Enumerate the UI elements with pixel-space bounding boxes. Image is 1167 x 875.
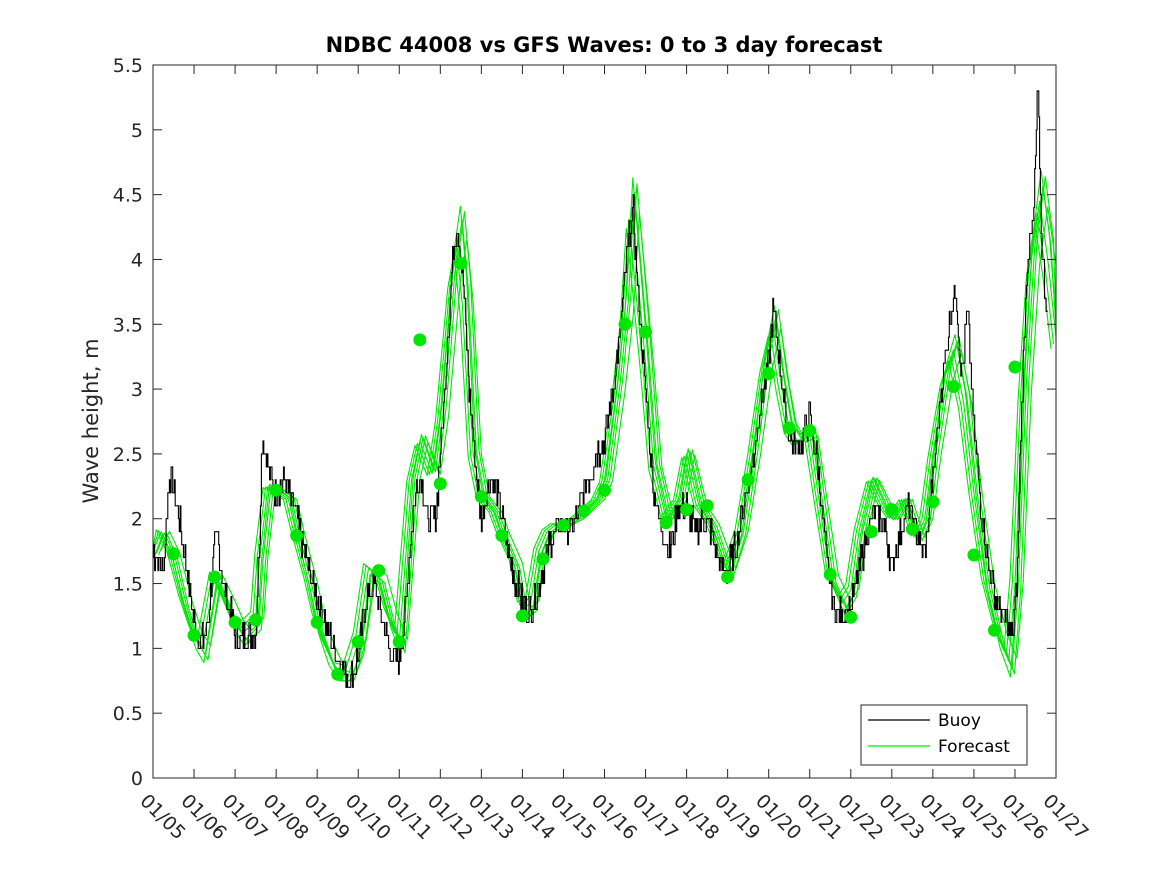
forecast-marker — [208, 570, 222, 584]
y-tick-label: 0 — [131, 768, 143, 790]
forecast-marker — [782, 421, 796, 435]
legend: Buoy Forecast — [860, 704, 1028, 766]
forecast-marker — [515, 609, 529, 623]
plot-area — [153, 65, 1056, 778]
forecast-marker — [269, 483, 283, 497]
y-tick-label: 5.5 — [113, 55, 143, 77]
forecast-marker — [762, 367, 776, 381]
y-tick-label: 1 — [131, 638, 143, 660]
forecast-marker — [598, 483, 611, 497]
forecast-marker — [639, 325, 653, 339]
forecast-marker — [392, 635, 406, 649]
y-axis: 0 0.5 1 1.5 2 2.5 3 3.5 4 4.5 5 5.5 — [113, 55, 1056, 790]
series-layer — [152, 90, 1057, 688]
forecast-marker — [680, 503, 694, 517]
forecast-marker — [618, 317, 632, 331]
forecast-marker — [864, 525, 878, 539]
forecast-marker — [721, 570, 735, 584]
legend-box — [860, 704, 1028, 766]
y-tick-label: 3.5 — [113, 314, 143, 336]
y-axis-label: Wave height, m — [79, 338, 103, 503]
forecast-line — [152, 221, 1052, 666]
forecast-marker — [413, 333, 427, 347]
forecast-marker — [946, 379, 960, 393]
forecast-marker — [967, 548, 981, 562]
forecast-marker — [454, 256, 468, 270]
forecast-marker — [905, 522, 919, 536]
y-tick-label: 4 — [131, 249, 143, 271]
forecast-marker — [433, 477, 447, 491]
forecast-line — [160, 206, 1057, 675]
forecast-marker — [372, 564, 386, 578]
forecast-marker — [310, 615, 324, 629]
y-tick-label: 5 — [131, 120, 143, 142]
forecast-marker — [700, 499, 714, 513]
buoy-line — [153, 90, 1048, 688]
legend-buoy-label: Buoy — [938, 711, 981, 731]
legend-forecast-label: Forecast — [938, 737, 1010, 757]
forecast-marker — [495, 529, 509, 543]
forecast-marker — [844, 610, 858, 624]
forecast-marker — [885, 503, 899, 517]
forecast-marker — [351, 635, 365, 649]
forecast-marker — [823, 567, 837, 581]
forecast-marker — [290, 529, 304, 543]
y-tick-label: 3 — [131, 379, 143, 401]
forecast-marker — [659, 516, 673, 530]
y-tick-label: 1.5 — [113, 574, 143, 596]
forecast-marker — [987, 623, 1001, 637]
forecast-marker — [474, 490, 488, 504]
forecast-marker — [556, 518, 570, 532]
forecast-marker — [536, 552, 550, 566]
forecast-marker — [249, 613, 263, 627]
chart-title: NDBC 44008 vs GFS Waves: 0 to 3 day fore… — [326, 33, 883, 57]
forecast-marker — [741, 473, 755, 487]
marker-layer — [167, 256, 1022, 681]
forecast-marker — [228, 615, 242, 629]
forecast-marker — [187, 628, 201, 642]
y-tick-label: 0.5 — [113, 703, 143, 725]
forecast-marker — [331, 667, 345, 681]
forecast-marker — [1008, 360, 1022, 374]
y-tick-label: 4.5 — [113, 185, 143, 207]
y-tick-label: 2.5 — [113, 444, 143, 466]
forecast-marker — [167, 547, 181, 561]
forecast-marker — [577, 504, 591, 518]
y-tick-label: 2 — [131, 509, 143, 531]
forecast-marker — [926, 495, 940, 509]
forecast-marker — [803, 424, 817, 438]
